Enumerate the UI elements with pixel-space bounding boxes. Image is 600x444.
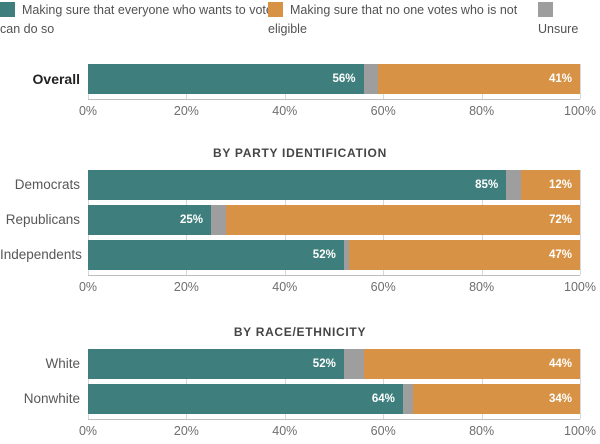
plot-area: Democrats 85% 12% Republicans 25% 72% Independ… [0,170,596,296]
chart-legend: Making sure that everyone who wants to v… [0,1,600,41]
row-label: Democrats [14,177,80,192]
axis-tick-label: 40% [272,104,298,118]
plot-area: White 52% 44% Nonwhite 64% 34% 0% 20% 40% 60% 80% 1… [24,349,596,440]
legend-label: Making sure that no one votes who is not… [268,3,518,36]
stacked-bar: 64% 34% [88,384,580,414]
bar-segment-everyone: 85% [88,170,507,200]
bar-value-label: 56% [332,73,356,85]
axis-tick-labels: 0% 20% 40% 60% 80% 100% [79,104,596,120]
axis-tick-label: 80% [469,104,495,118]
bar-segment-unsure [211,205,226,235]
axis-line [88,419,580,420]
axis-line [88,275,580,276]
axis-tick-labels: 0% 20% 40% 60% 80% 100% [79,424,596,440]
plot-area: Overall 56% 41% 0% 20% 40% 60% 80% 100% [33,64,596,120]
gridline [580,170,581,275]
bar-segment-everyone: 25% [88,205,211,235]
axis-tick-label: 60% [370,424,396,438]
axis-tick-label: 20% [173,104,199,118]
bar-value-label: 64% [371,393,395,405]
axis-tick-label: 80% [469,424,495,438]
row-label: White [45,356,80,371]
axis-tick-label: 100% [564,424,596,438]
bar-segment-everyone: 56% [88,64,364,94]
section-race-ethnicity: BY RACE/ETHNICITY White 52% 44% Nonwhite 64% 3… [0,325,600,440]
bar-segment-unsure [363,64,379,94]
stacked-bar: 25% 72% [88,205,580,235]
bar-value-label: 52% [312,249,336,261]
bar-row: Democrats 85% 12% [15,170,580,200]
section-title: BY RACE/ETHNICITY [233,325,367,339]
teal-swatch-icon [0,2,15,17]
stacked-bar: 85% 12% [88,170,580,200]
bar-value-label: 34% [548,393,572,405]
orange-swatch-icon [268,2,283,17]
bar-value-label: 85% [475,179,499,191]
section-title: BY PARTY IDENTIFICATION [213,146,387,160]
bar-rows: Overall 56% 41% [33,64,581,99]
bar-rows: Democrats 85% 12% Republicans 25% 72% Independ… [0,170,581,275]
bar-segment-everyone: 64% [88,384,403,414]
axis-tick-label: 20% [173,280,199,294]
bar-segment-ineligible: 12% [520,170,580,200]
bar-row: Overall 56% 41% [33,64,580,94]
bar-segment-everyone: 52% [88,349,344,379]
legend-label: Making sure that everyone who wants to v… [0,3,273,36]
row-label: Overall [32,71,80,87]
bar-segment-ineligible: 41% [378,64,580,94]
bar-segment-ineligible: 47% [348,240,580,270]
axis-tick-label: 100% [564,104,596,118]
bar-row: White 52% 44% [45,349,580,379]
bar-segment-unsure [402,384,413,414]
axis-tick-labels: 0% 20% 40% 60% 80% 100% [79,280,596,296]
axis-tick-label: 0% [78,104,98,118]
axis-tick-label: 80% [469,280,495,294]
axis-tick-label: 40% [272,424,298,438]
bar-value-label: 52% [312,358,336,370]
gridline [580,64,581,99]
bar-segment-ineligible: 44% [363,349,580,379]
bar-row: Republicans 25% 72% [6,205,580,235]
axis-tick-label: 40% [272,280,298,294]
bar-rows: White 52% 44% Nonwhite 64% 34% [24,349,581,419]
row-label: Nonwhite [23,391,80,406]
stacked-bar: 52% 44% [88,349,580,379]
legend-item-no-ineligible-votes: Making sure that no one votes who is not… [268,1,518,39]
legend-label: Unsure [538,22,579,36]
bar-value-label: 25% [179,214,203,226]
axis-line [88,99,580,100]
row-label: Independents [0,247,82,262]
bar-value-label: 12% [548,179,572,191]
bar-row: Independents 52% 47% [0,240,580,270]
bar-value-label: 44% [548,358,572,370]
bar-row: Nonwhite 64% 34% [24,384,580,414]
section-overall: Overall 56% 41% 0% 20% 40% 60% 80% 100% [0,64,600,120]
stacked-bar: 52% 47% [88,240,580,270]
gridline [580,349,581,419]
bar-segment-unsure [343,349,364,379]
legend-item-everyone-can-vote: Making sure that everyone who wants to v… [0,1,290,39]
bar-segment-ineligible: 34% [412,384,580,414]
row-label: Republicans [5,212,80,227]
axis-tick-label: 60% [370,280,396,294]
axis-tick-label: 0% [78,424,98,438]
bar-value-label: 41% [548,73,572,85]
gray-swatch-icon [538,2,553,17]
bar-value-label: 72% [548,214,572,226]
section-party-identification: BY PARTY IDENTIFICATION Democrats 85% 12% Re… [0,146,600,296]
axis-tick-label: 20% [173,424,199,438]
bar-segment-ineligible: 72% [225,205,580,235]
axis-tick-label: 100% [564,280,596,294]
bar-segment-everyone: 52% [88,240,344,270]
axis-tick-label: 0% [78,280,98,294]
bar-segment-unsure [506,170,521,200]
bar-segment-unsure [343,240,349,270]
bar-value-label: 47% [548,249,572,261]
axis-tick-label: 60% [370,104,396,118]
legend-item-unsure: Unsure [538,1,596,39]
stacked-bar: 56% 41% [88,64,580,94]
